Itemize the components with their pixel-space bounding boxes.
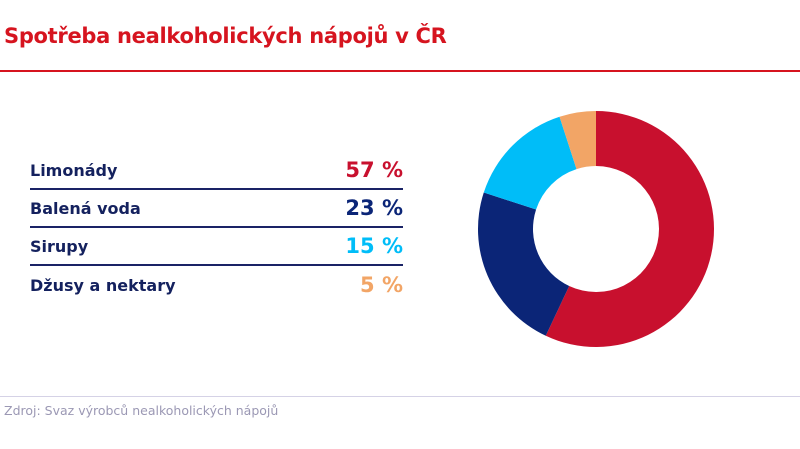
data-label: 23 % xyxy=(345,196,403,220)
source-rule xyxy=(0,396,800,397)
donut-slice-2 xyxy=(477,192,570,336)
legend-label: Limonády xyxy=(30,160,118,180)
legend-row: Balená voda 23 % xyxy=(30,190,403,228)
legend-row: Džusy a nektary 5 % xyxy=(30,266,403,304)
source-note: Zdroj: Svaz výrobců nealkoholických nápo… xyxy=(4,403,279,418)
data-label: 5 % xyxy=(360,273,403,297)
legend-label: Džusy a nektary xyxy=(30,275,176,295)
legend-label: Balená voda xyxy=(30,198,141,218)
title-rule xyxy=(0,70,800,72)
donut-slice-3 xyxy=(483,116,577,210)
legend-row: Limonády 57 % xyxy=(30,152,403,190)
legend-label: Sirupy xyxy=(30,236,89,256)
data-label: 57 % xyxy=(345,158,403,182)
legend-table: Limonády 57 % Balená voda 23 % Sirupy 15 % … xyxy=(30,152,403,304)
legend-row: Sirupy 15 % xyxy=(30,228,403,266)
donut-slice-4 xyxy=(559,111,596,170)
chart-title: Spotřeba nealkoholických nápojů v ČR xyxy=(4,24,447,48)
donut-slice-1 xyxy=(545,111,714,347)
data-label: 15 % xyxy=(345,234,403,258)
